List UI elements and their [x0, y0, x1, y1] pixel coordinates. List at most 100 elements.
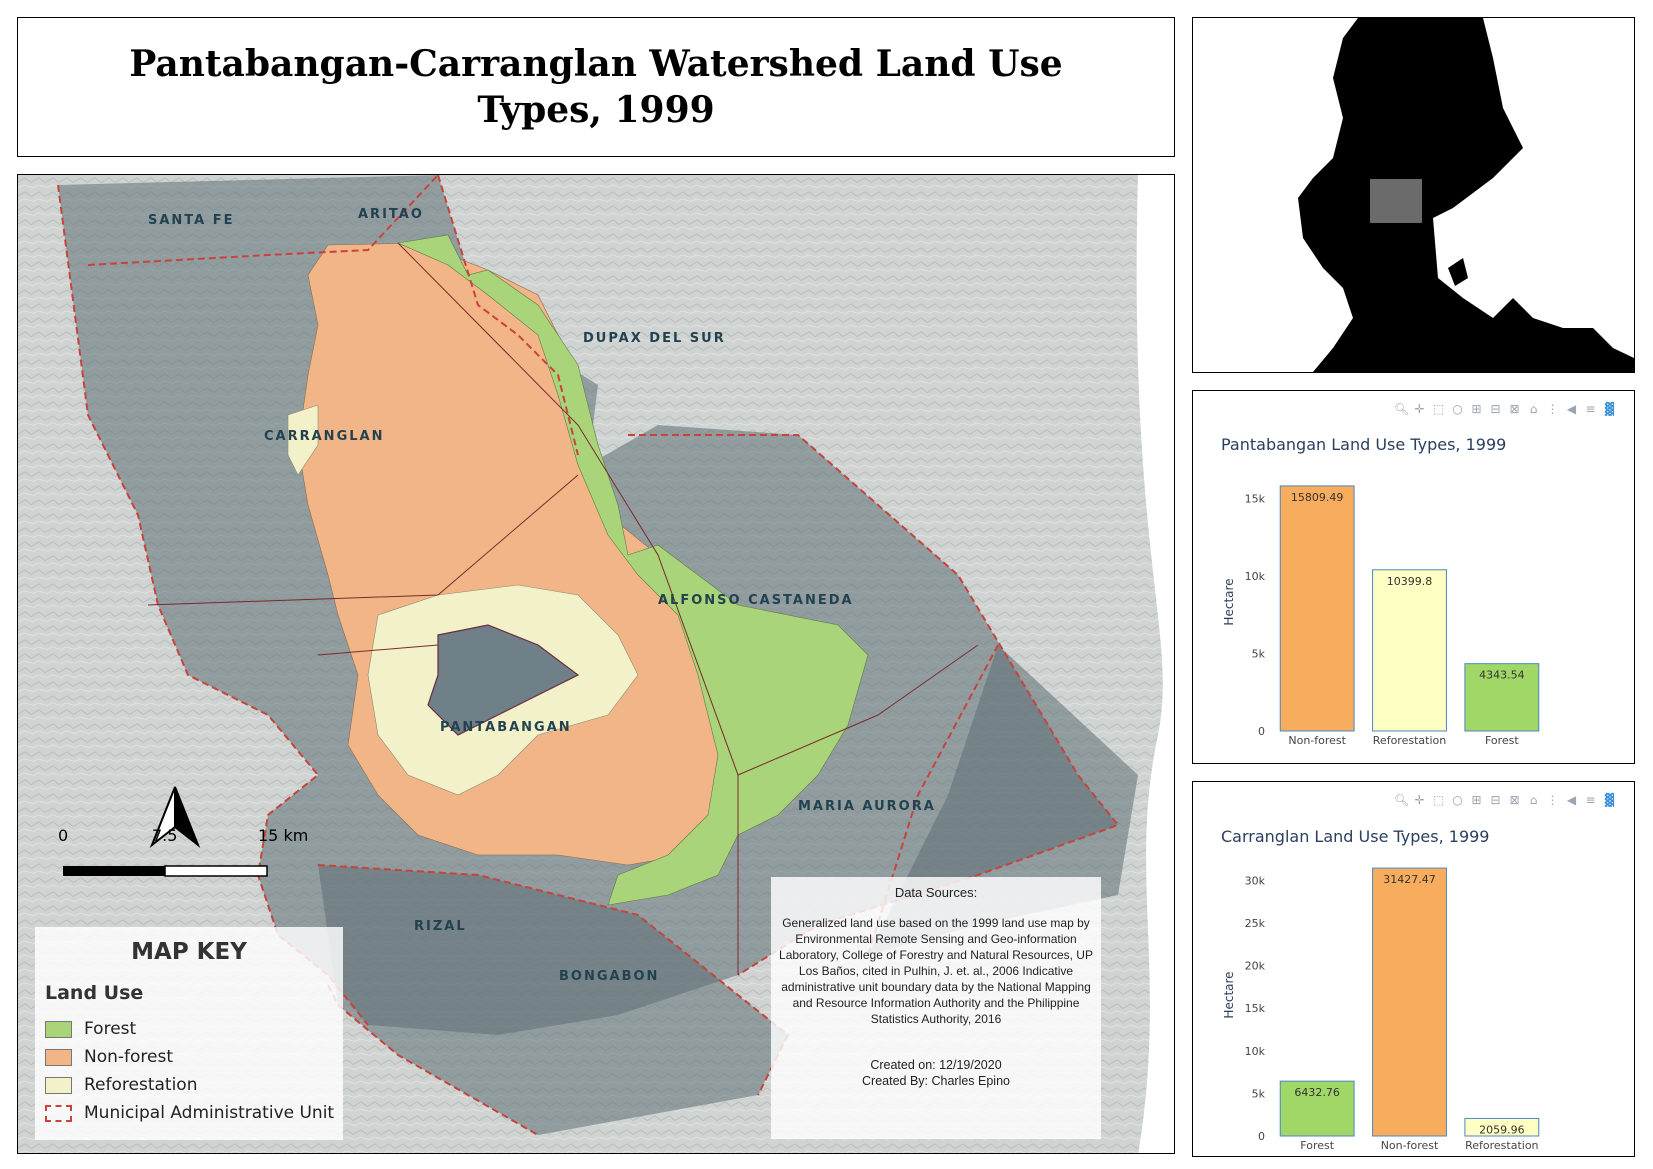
zoom-out-icon[interactable]: ⊟ [1490, 402, 1501, 416]
legend-label-non-forest: Non-forest [84, 1047, 174, 1067]
legend-subtitle: Land Use [45, 982, 144, 1004]
scale-bar [63, 865, 268, 877]
y-tick-label: 15k [1245, 492, 1266, 505]
zoom-icon[interactable]: 🔍︎ [1394, 793, 1410, 807]
legend-item-reforestation: Reforestation [45, 1075, 197, 1095]
category-label: Non-forest [1288, 734, 1346, 747]
sources-credits: Created on: 12/19/2020 Created By: Charl… [771, 1057, 1101, 1089]
label-carranglan: CARRANGLAN [264, 429, 385, 444]
sea-area [1136, 175, 1174, 1153]
zoom-in-icon[interactable]: ⊞ [1471, 793, 1482, 807]
legend-label-reforestation: Reforestation [84, 1075, 198, 1095]
hover-closest-icon[interactable]: ◀ [1566, 793, 1577, 807]
reforestation-patch [287, 404, 319, 476]
bar-value-label: 4343.54 [1479, 669, 1525, 682]
y-tick-label: 5k [1252, 1087, 1266, 1100]
island-shape [1448, 258, 1468, 286]
y-tick-label: 10k [1245, 1045, 1266, 1058]
bar-value-label: 10399.8 [1387, 575, 1433, 588]
bar-value-label: 15809.49 [1291, 491, 1344, 504]
sources-body: Generalized land use based on the 1999 l… [779, 916, 1093, 1026]
island-shape [1433, 314, 1451, 334]
pan-icon[interactable]: ✛ [1414, 402, 1425, 416]
bar[interactable] [1464, 663, 1540, 732]
inset-locator-map [1192, 17, 1635, 373]
study-area-indicator [1370, 179, 1422, 223]
pantabangan-reservoir [427, 624, 580, 736]
chart-title-carranglan: Carranglan Land Use Types, 1999 [1221, 827, 1490, 846]
y-tick-label: 15k [1245, 1002, 1266, 1015]
legend-label-forest: Forest [84, 1019, 137, 1039]
y-tick-label: 0 [1258, 725, 1265, 738]
box-select-icon[interactable]: ⬚ [1432, 402, 1445, 416]
municipal-unit-swatch [45, 1104, 72, 1122]
legend-title: MAP KEY [131, 939, 247, 965]
y-tick-label: 25k [1245, 917, 1266, 930]
label-aritao: ARITAO [358, 207, 424, 222]
data-sources-box: Data Sources: Generalized land use based… [771, 877, 1101, 1139]
y-tick-label: 30k [1245, 874, 1266, 887]
category-label: Non-forest [1381, 1139, 1439, 1152]
category-label: Reforestation [1465, 1139, 1538, 1152]
inset-map-canvas [1298, 18, 1634, 372]
plotly-logo-icon[interactable]: ▓ [1604, 793, 1615, 807]
pan-icon[interactable]: ✛ [1414, 793, 1425, 807]
autoscale-icon[interactable]: ⊠ [1509, 793, 1520, 807]
sources-heading: Data Sources: [894, 885, 978, 900]
label-rizal: RIZAL [414, 919, 467, 934]
y-tick-label: 5k [1252, 647, 1266, 660]
chart-title-pantabangan: Pantabangan Land Use Types, 1999 [1221, 435, 1507, 454]
category-label: Forest [1300, 1139, 1334, 1152]
island-shape [1573, 332, 1603, 362]
label-bongabon: BONGABON [559, 969, 660, 984]
non-forest-swatch [45, 1048, 72, 1066]
land-use-layer [287, 234, 869, 906]
zoom-icon[interactable]: 🔍︎ [1394, 402, 1410, 416]
reset-axes-icon[interactable]: ⌂ [1529, 402, 1538, 416]
zoom-in-icon[interactable]: ⊞ [1471, 402, 1482, 416]
bar[interactable] [1464, 1117, 1540, 1137]
bar[interactable] [1372, 569, 1447, 732]
legend-label-municipal-unit: Municipal Administrative Unit [84, 1103, 335, 1123]
reforestation-swatch [45, 1076, 72, 1094]
bar[interactable] [1279, 485, 1355, 732]
y-axis-label: Hectare [1222, 578, 1236, 625]
forest-region [396, 234, 869, 906]
y-tick-label: 20k [1245, 960, 1266, 973]
map-title: Pantabangan-Carranglan Watershed Land Us… [129, 43, 1063, 131]
pantabangan-bar-chart[interactable]: 0 5k 10k 15k Hectare 15809.49 Non-forest 10399.… [1193, 391, 1634, 763]
hover-compare-icon[interactable]: ≡ [1585, 793, 1596, 807]
bar[interactable] [1372, 867, 1447, 1137]
label-pantabangan: PANTABANGAN [440, 720, 572, 735]
legend-item-forest: Forest [45, 1019, 136, 1039]
spike-lines-icon[interactable]: ⋮ [1546, 793, 1559, 807]
hover-closest-icon[interactable]: ◀ [1566, 402, 1577, 416]
y-axis-label: Hectare [1222, 971, 1236, 1018]
spike-lines-icon[interactable]: ⋮ [1546, 402, 1559, 416]
plotly-logo-icon[interactable]: ▓ [1604, 402, 1615, 416]
bar-value-label: 31427.47 [1383, 873, 1436, 886]
category-label: Reforestation [1373, 734, 1446, 747]
legend-item-non-forest: Non-forest [45, 1047, 173, 1067]
scale-label-7-5: 7.5 [152, 826, 178, 845]
luzon-landmass [1298, 18, 1634, 372]
bar[interactable] [1279, 1080, 1355, 1137]
carranglan-bar-chart[interactable]: 0 5k 10k 15k 20k 25k 30k Hectare 6432.76 Forest 31… [1193, 782, 1634, 1156]
y-tick-label: 10k [1245, 570, 1266, 583]
scale-label-15-km: 15 km [258, 826, 309, 845]
reset-axes-icon[interactable]: ⌂ [1529, 793, 1538, 807]
forest-swatch [45, 1020, 72, 1038]
watershed-subdivision-lines [147, 242, 979, 975]
autoscale-icon[interactable]: ⊠ [1509, 402, 1520, 416]
island-shape [1483, 340, 1505, 360]
zoom-out-icon[interactable]: ⊟ [1490, 793, 1501, 807]
box-select-icon[interactable]: ⬚ [1432, 793, 1445, 807]
label-santa-fe: SANTA FE [148, 213, 235, 228]
lasso-select-icon[interactable]: ○ [1452, 402, 1463, 416]
scale-label-0: 0 [58, 826, 69, 845]
created-on: Created on: 12/19/2020 [870, 1058, 1002, 1072]
hover-compare-icon[interactable]: ≡ [1585, 402, 1596, 416]
main-map[interactable]: SANTA FE ARITAO DUPAX DEL SUR CARRANGLAN… [17, 174, 1175, 1154]
map-legend: MAP KEY Land Use Forest Non-forest Refor… [35, 927, 343, 1140]
lasso-select-icon[interactable]: ○ [1452, 793, 1463, 807]
